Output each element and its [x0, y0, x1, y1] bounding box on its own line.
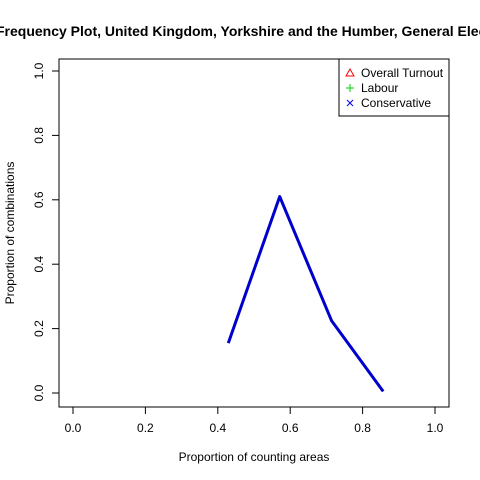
y-tick-label: 0.2	[32, 320, 46, 337]
y-tick-label: 0.0	[32, 384, 46, 401]
chart-title: Frequency Plot, United Kingdom, Yorkshir…	[0, 23, 480, 39]
x-tick-label: 0.6	[282, 421, 299, 435]
legend-cross-icon	[346, 99, 354, 107]
legend-entry-label: Conservative	[361, 96, 431, 110]
legend-entry-label: Labour	[361, 81, 398, 95]
x-tick-label: 0.2	[137, 421, 154, 435]
x-tick-label: 0.0	[65, 421, 82, 435]
y-tick-label: 0.8	[32, 127, 46, 144]
x-tick-label: 1.0	[427, 421, 444, 435]
x-axis-label: Proportion of counting areas	[179, 450, 330, 464]
series-layer	[226, 195, 385, 393]
x-tick-label: 0.4	[209, 421, 226, 435]
y-tick-label: 0.6	[32, 191, 46, 208]
legend-triangle-icon	[345, 67, 355, 77]
legend-entry-label: Overall Turnout	[361, 66, 444, 80]
x-axis: 0.0 0.2 0.4 0.6 0.8 1.0	[65, 406, 444, 435]
y-tick-label: 1.0	[32, 62, 46, 79]
x-tick-label: 0.8	[354, 421, 371, 435]
series-line	[226, 195, 385, 393]
y-tick-label: 0.4	[32, 256, 46, 273]
legend-box	[338, 58, 450, 117]
y-axis: 0.0 0.2 0.4 0.6 0.8 1.0	[32, 62, 60, 401]
y-axis-label: Proportion of combinations	[3, 162, 17, 305]
legend-plus-icon	[346, 84, 354, 92]
